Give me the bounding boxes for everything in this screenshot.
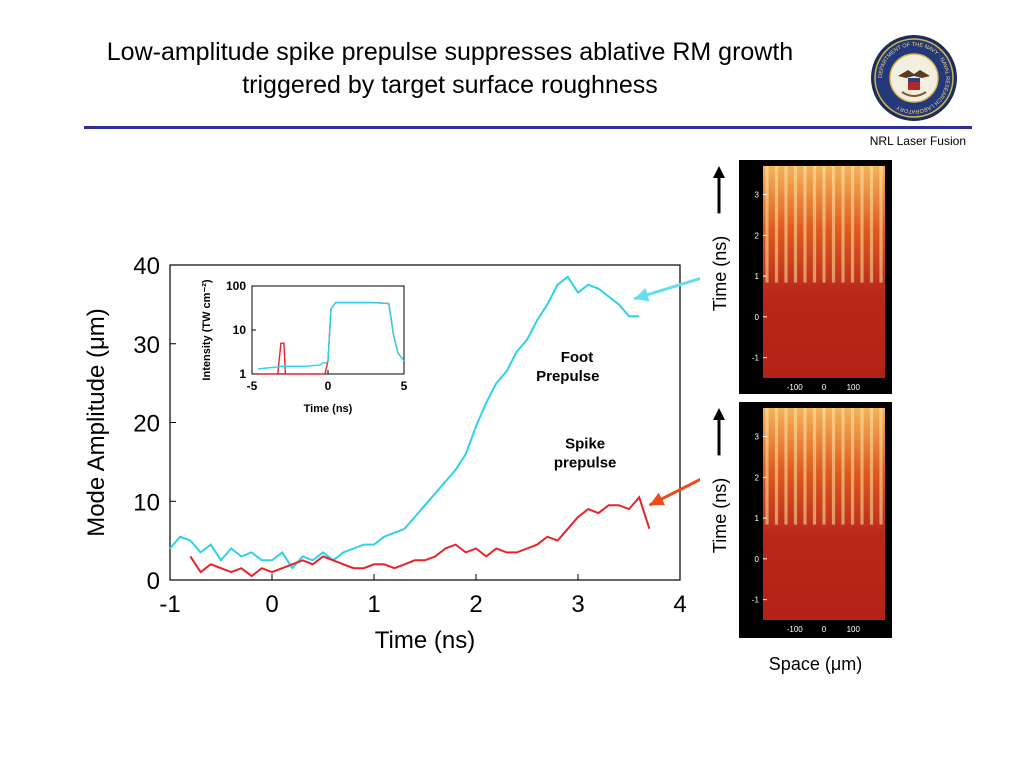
streak-stripe (812, 408, 817, 525)
time-arrow-head (713, 166, 725, 178)
inset-x-axis-label: Time (ns) (304, 403, 353, 415)
streak-y-tick-label: -1 (752, 354, 760, 363)
streak-y-tick-label: 3 (755, 191, 760, 200)
streak-image-foot: -1 0 1 2 3 -100 0 100 Time (ns) (710, 160, 892, 394)
streak-x-axis-label: Space (μm) (769, 654, 862, 674)
streak-y-tick-label: 1 (755, 514, 760, 523)
streak-stripe (850, 166, 855, 283)
main-x-tick-label: -1 (159, 591, 180, 618)
main-x-tick-label: 2 (469, 591, 482, 618)
streak-stripe (831, 408, 836, 525)
main-y-tick-label: 20 (133, 411, 160, 438)
streak-stripe (822, 166, 826, 283)
streak-stripe (793, 166, 798, 283)
streak-stripe (812, 166, 817, 283)
streak-x-tick-label: -100 (787, 383, 804, 392)
streak-y-axis-label: Time (ns) (710, 478, 730, 553)
streak-stripe (774, 408, 779, 525)
inset-series-foot-line (258, 301, 405, 370)
main-x-tick-label: 1 (367, 591, 380, 618)
streak-y-tick-label: -1 (752, 596, 760, 605)
streak-y-axis-label: Time (ns) (710, 236, 730, 311)
arrow-foot-head (634, 288, 650, 302)
streak-y-tick-label: 2 (755, 231, 760, 240)
streak-stripe (869, 166, 874, 283)
main-x-tick-label: 3 (571, 591, 584, 618)
main-x-axis-label: Time (ns) (375, 627, 475, 654)
streak-x-tick-label: 100 (847, 625, 861, 634)
streak-stripe (822, 408, 826, 525)
streak-x-tick-label: -100 (787, 625, 804, 634)
main-x-tick-label: 4 (673, 591, 686, 618)
streak-y-tick-label: 0 (755, 313, 760, 322)
streak-stripe (860, 166, 864, 283)
streak-stripe (803, 408, 807, 525)
streak-stripe (774, 166, 779, 283)
streak-y-tick-label: 1 (755, 272, 760, 281)
inset-y-axis-label: Intensity (TW cm⁻²) (201, 279, 213, 380)
main-y-tick-label: 0 (147, 568, 160, 595)
streak-stripe (793, 408, 798, 525)
title-line-2: triggered by target surface roughness (242, 71, 658, 99)
main-y-tick-label: 10 (133, 489, 160, 516)
annotation-spike-prepulse: Spike prepulse (554, 435, 617, 471)
navy-seal-logo: DEPARTMENT OF THE NAVY · NAVAL RESEARCH … (871, 35, 957, 121)
streak-stripe (879, 166, 883, 283)
streak-stripe (841, 166, 845, 283)
inset-x-tick-label: 5 (401, 379, 408, 393)
main-y-tick-label: 40 (133, 253, 160, 280)
streak-stripe (765, 408, 769, 525)
streak-image-spike: -1 0 1 2 3 -100 0 100 Time (ns) Space (μm) (710, 402, 892, 674)
series-spike-line (189, 495, 651, 578)
org-label: NRL Laser Fusion (869, 134, 966, 148)
title-rule (84, 126, 972, 129)
streak-y-tick-label: 2 (755, 473, 760, 482)
streak-x-tick-label: 0 (822, 383, 827, 392)
streak-stripe (879, 408, 883, 525)
main-y-axis-label: Mode Amplitude (μm) (83, 308, 110, 537)
annotation-foot-prepulse: Foot Prepulse (536, 349, 599, 385)
streak-stripe (784, 408, 788, 525)
arrow-spike-head (649, 492, 666, 506)
inset-y-tick-label: 100 (226, 279, 246, 293)
streak-stripe (850, 408, 855, 525)
streak-y-tick-label: 3 (755, 433, 760, 442)
streak-stripe (803, 166, 807, 283)
streak-stripe (860, 408, 864, 525)
streak-stripe (831, 166, 836, 283)
streak-stripe (841, 408, 845, 525)
streak-stripe (784, 166, 788, 283)
time-arrow-head (713, 408, 725, 420)
streak-x-tick-label: 0 (822, 625, 827, 634)
streak-y-tick-label: 0 (755, 555, 760, 564)
inset-background (180, 266, 420, 424)
inset-y-tick-label: 10 (233, 323, 247, 337)
streak-stripe (869, 408, 874, 525)
title-line-1: Low-amplitude spike prepulse suppresses … (106, 38, 794, 66)
streak-x-tick-label: 100 (847, 383, 861, 392)
inset-x-tick-label: -5 (247, 379, 258, 393)
main-y-tick-label: 30 (133, 332, 160, 359)
inset-y-tick-label: 1 (239, 367, 246, 381)
inset-x-tick-label: 0 (325, 379, 332, 393)
series-foot-line (169, 275, 640, 570)
streak-stripe (765, 166, 769, 283)
main-x-tick-label: 0 (265, 591, 278, 618)
slide-title: Low-amplitude spike prepulse suppresses … (40, 36, 860, 102)
